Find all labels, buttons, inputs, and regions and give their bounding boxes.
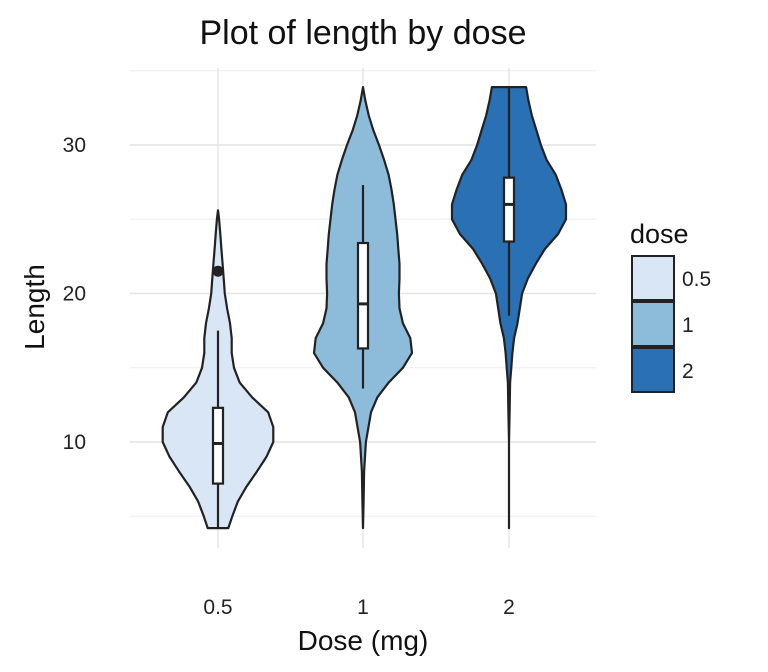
- x-tick-label: 0.5: [203, 596, 232, 619]
- legend-title: dose: [630, 219, 689, 249]
- x-axis-title: Dose (mg): [298, 625, 429, 656]
- boxplots: [211, 87, 516, 529]
- legend-swatch: [631, 301, 675, 347]
- chart-title: Plot of length by dose: [199, 14, 526, 52]
- y-axis-title: Length: [19, 264, 50, 350]
- y-axis-ticks: 10 20 30: [63, 134, 86, 454]
- x-tick-label: 1: [357, 596, 369, 619]
- y-tick-label: 20: [63, 283, 86, 306]
- legend: dose 0.5 1 2: [630, 219, 711, 393]
- y-tick-label: 10: [63, 431, 86, 454]
- box-2: [502, 176, 516, 243]
- legend-label: 2: [682, 360, 694, 383]
- legend-label: 0.5: [682, 268, 711, 291]
- legend-swatch: [631, 347, 675, 393]
- y-tick-label: 30: [63, 134, 86, 157]
- box-0_5: [211, 406, 225, 485]
- x-axis-ticks: 0.5 1 2: [203, 596, 514, 619]
- outlier-point: [212, 265, 224, 277]
- legend-swatch: [631, 255, 675, 301]
- legend-label: 1: [682, 314, 694, 337]
- x-tick-label: 2: [503, 596, 515, 619]
- box-1: [356, 241, 370, 350]
